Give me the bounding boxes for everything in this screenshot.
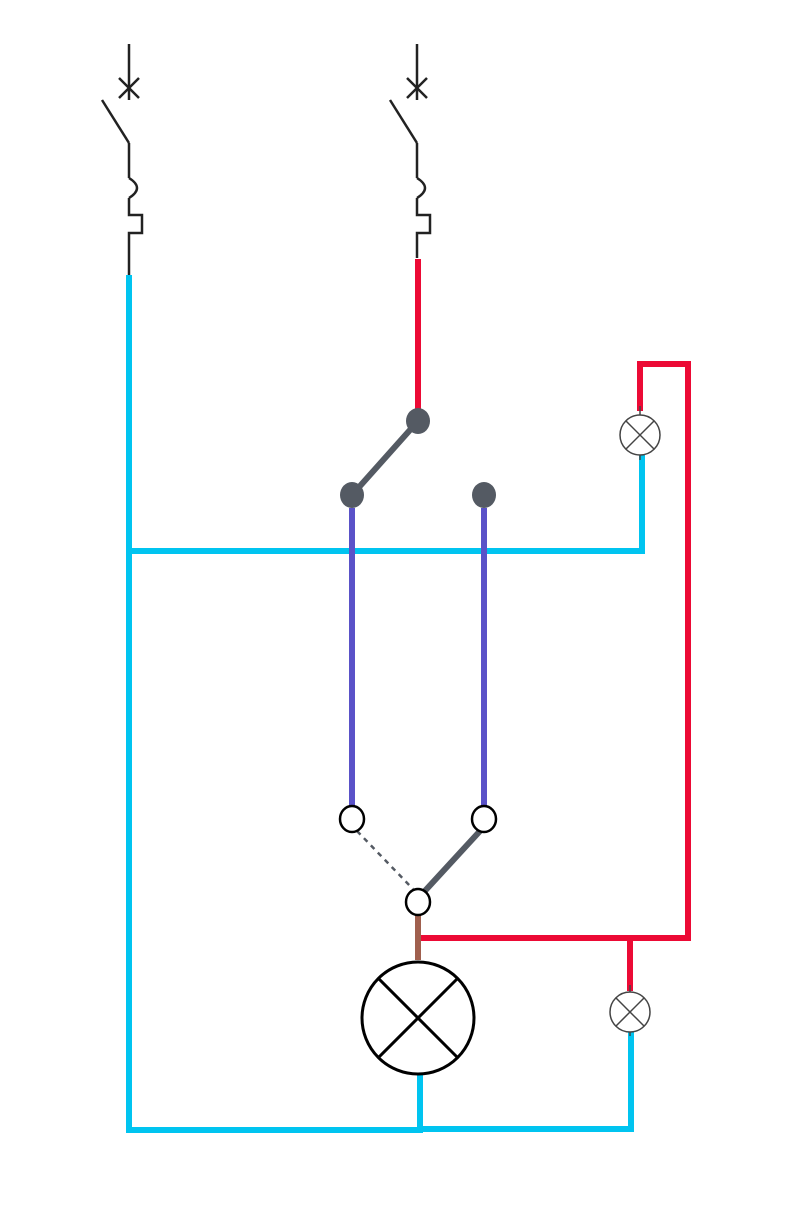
live-wires (415, 259, 691, 991)
neutral-wires (126, 275, 645, 1133)
two-way-switch-bottom (338, 804, 498, 917)
main-lamp (360, 960, 476, 1076)
switch-bottom-common-terminal (404, 887, 432, 917)
breaker-neutral (100, 44, 144, 275)
switch-top-common-terminal (406, 408, 430, 434)
indicator-lamp-top (619, 406, 661, 460)
traveller-wires (349, 508, 487, 806)
switch-bottom-l1-terminal (338, 804, 366, 834)
switch-top-l1-terminal (340, 482, 364, 508)
indicator-lamp-bottom (609, 985, 651, 1036)
switch-bottom-l2-terminal (470, 804, 498, 834)
switch-top-l2-terminal (472, 482, 496, 508)
breaker-live (388, 44, 432, 258)
two-way-switch-top (340, 408, 496, 508)
